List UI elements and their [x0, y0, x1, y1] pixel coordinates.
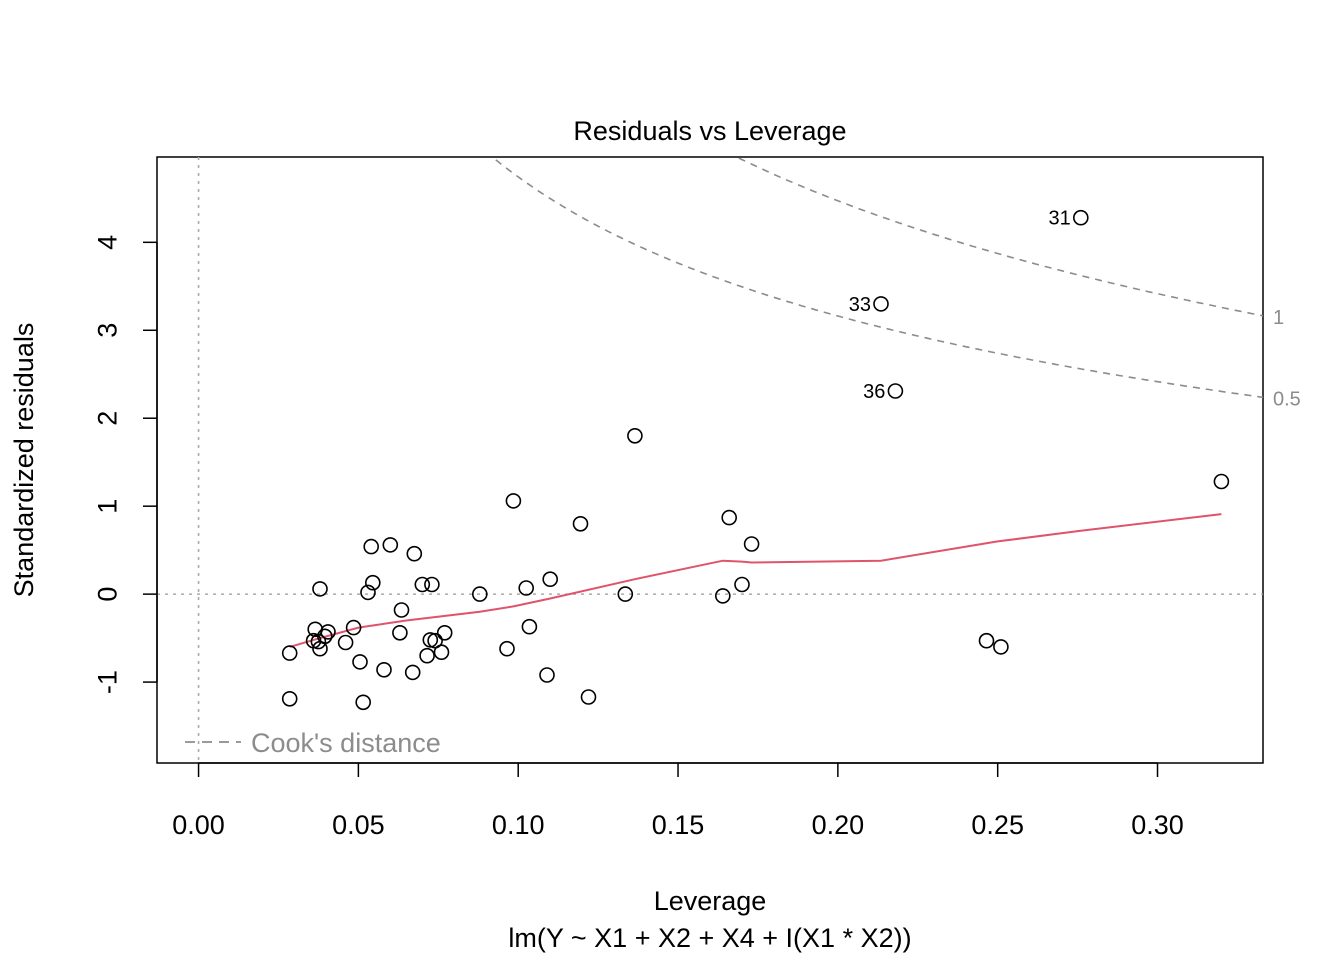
- x-tick-label: 0.10: [492, 810, 545, 840]
- legend-label: Cook's distance: [251, 728, 441, 758]
- data-point: [433, 644, 450, 661]
- data-point: [499, 640, 515, 657]
- data-point: [542, 571, 559, 588]
- data-point: [580, 689, 597, 705]
- data-point: [518, 580, 535, 596]
- data-point: [521, 618, 538, 635]
- plot-frame: [156, 156, 1264, 764]
- cooks-distance-curves: [491, 157, 1263, 399]
- smooth-line: [289, 513, 1222, 648]
- data-point: [316, 628, 333, 645]
- data-point: [1213, 473, 1230, 490]
- cooks-distance-curve-1: [734, 157, 1263, 317]
- y-axis-label: Standardized residuals: [9, 323, 39, 598]
- data-point: [392, 624, 408, 641]
- y-tick-label: 0: [92, 587, 122, 602]
- data-point: [419, 647, 435, 664]
- legend: Cook's distance: [185, 728, 441, 758]
- chart-title: Residuals vs Leverage: [573, 116, 846, 146]
- data-point: [337, 634, 354, 651]
- data-point: [393, 602, 410, 618]
- data-point: [355, 694, 372, 711]
- y-tick-label: 1: [92, 499, 122, 514]
- y-tick-label: -1: [92, 670, 122, 694]
- data-point: [734, 576, 750, 593]
- data-point: [424, 576, 440, 593]
- smooth-line-group: [289, 513, 1222, 648]
- data-point: [1073, 209, 1089, 226]
- data-point: [364, 574, 381, 591]
- data-point: [887, 383, 904, 399]
- data-point: [406, 545, 423, 562]
- data-point: [312, 581, 328, 597]
- x-axis: 0.00 0.05 0.10 0.15 0.20 0.25 0.30: [172, 762, 1184, 840]
- data-point: [363, 538, 380, 555]
- data-point: [627, 427, 643, 444]
- data-point: [743, 536, 760, 552]
- x-tick-label: 0.20: [812, 810, 865, 840]
- x-tick-label: 0.25: [971, 810, 1024, 840]
- data-point: [422, 632, 439, 648]
- data-point: [978, 632, 995, 649]
- x-tick-label: 0.30: [1131, 810, 1184, 840]
- data-point: [281, 690, 298, 707]
- data-point: [320, 624, 336, 640]
- cooks-distance-level-label: 1: [1273, 307, 1284, 329]
- data-point: [539, 667, 555, 683]
- data-point: [721, 509, 738, 526]
- y-tick-label: 2: [92, 411, 122, 426]
- y-tick-label: 3: [92, 323, 122, 338]
- data-point: [360, 584, 376, 601]
- x-tick-label: 0.00: [172, 810, 225, 840]
- data-points: 33 36 31: [281, 208, 1230, 711]
- data-point: [993, 639, 1009, 655]
- data-point: [617, 586, 634, 602]
- data-point: [345, 619, 362, 636]
- data-point: [376, 661, 392, 678]
- data-point: [281, 645, 298, 661]
- point-label: 31: [1049, 208, 1071, 230]
- x-axis-label: Leverage: [654, 886, 767, 916]
- data-point: [427, 632, 443, 649]
- data-point: [352, 654, 368, 670]
- data-point: [572, 515, 589, 532]
- data-point: [471, 586, 488, 602]
- x-tick-label: 0.05: [332, 810, 385, 840]
- data-point: [436, 624, 453, 641]
- model-formula-label: lm(Y ~ X1 + X2 + X4 + I(X1 * X2)): [508, 923, 911, 953]
- data-point: [714, 588, 731, 604]
- data-point: [404, 664, 421, 681]
- point-label: 33: [849, 294, 871, 316]
- data-point: [414, 576, 431, 593]
- x-tick-label: 0.15: [652, 810, 705, 840]
- data-point: [382, 537, 399, 553]
- data-point: [873, 296, 889, 312]
- point-label: 36: [863, 381, 885, 403]
- data-point: [505, 493, 522, 509]
- cooks-distance-curve-0.5: [491, 157, 1263, 399]
- cooks-distance-level-label: 0.5: [1273, 388, 1301, 410]
- reference-lines: [157, 157, 1263, 763]
- y-axis: -1 0 1 2 3 4: [92, 235, 158, 694]
- y-tick-label: 4: [92, 235, 122, 250]
